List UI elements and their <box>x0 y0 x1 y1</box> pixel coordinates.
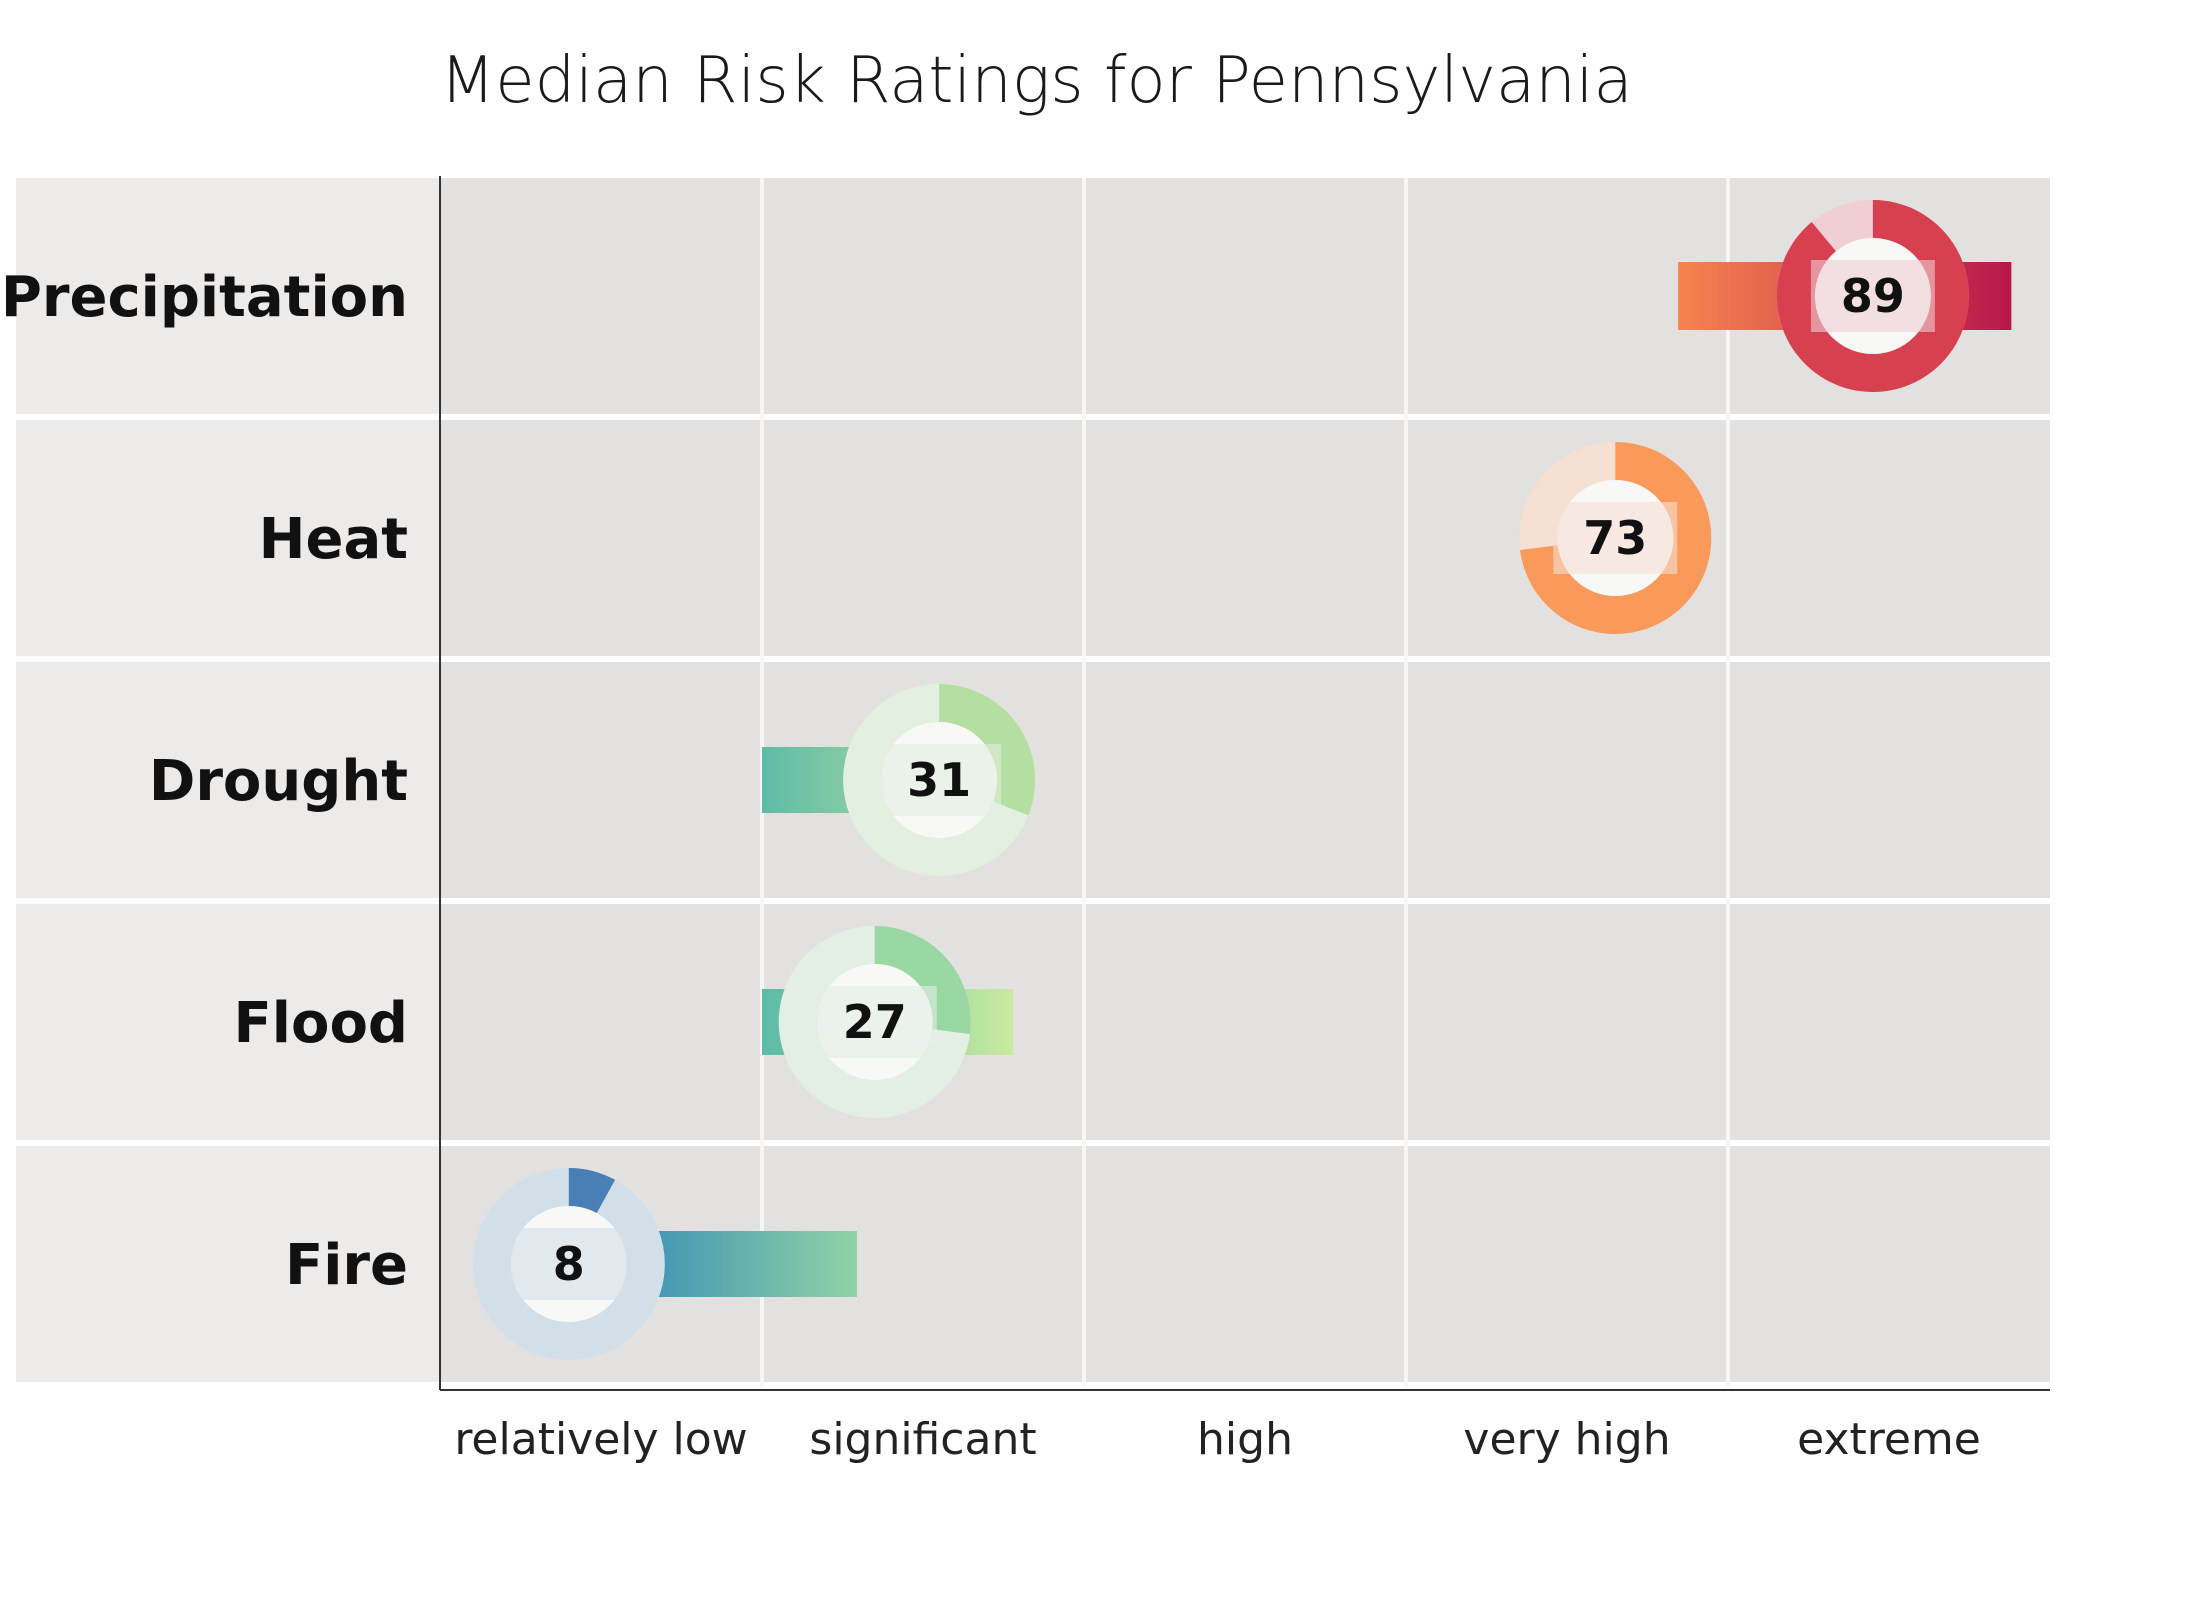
donut-value-arc <box>1776 200 1969 392</box>
value-label-backdrop <box>1810 260 1935 332</box>
x-tick-label: high <box>1197 1414 1293 1465</box>
x-tick-label: very high <box>1463 1414 1670 1465</box>
donut-value-arc <box>874 926 971 1035</box>
row-labels: Precipitation Heat Drought Flood Fire <box>1 265 408 1298</box>
row-label-panel <box>16 662 440 898</box>
row-label: Flood <box>234 991 408 1056</box>
donut-value-arc <box>1520 442 1712 635</box>
value-label-backdrop <box>1553 502 1678 574</box>
row-label: Drought <box>149 749 408 814</box>
axes <box>439 176 2050 1391</box>
x-tick-label: significant <box>809 1414 1036 1465</box>
row-label-panel <box>16 178 440 414</box>
range-bar <box>628 1231 857 1297</box>
value-label: 8 <box>553 1237 585 1291</box>
row-label: Heat <box>259 507 408 572</box>
row-plot-panel <box>440 662 2050 898</box>
row-plot-panel <box>440 904 2050 1140</box>
value-label: 73 <box>1583 511 1647 565</box>
x-tick-label: relatively low <box>454 1414 747 1465</box>
value-label-backdrop <box>812 986 937 1058</box>
value-label: 31 <box>907 753 971 807</box>
row-label-panel <box>16 904 440 1140</box>
value-label-backdrop <box>506 1228 631 1300</box>
row-label: Fire <box>285 1233 408 1298</box>
donut-value-arc <box>568 1168 616 1214</box>
donut-value-arc <box>939 684 1036 816</box>
x-tick-label: extreme <box>1797 1414 1981 1465</box>
chart-marks: 89 73 31 27 8 <box>472 200 2012 1360</box>
row-plot-panel <box>440 420 2050 656</box>
x-tick-labels: relatively low significant high very high ex… <box>454 1414 1981 1465</box>
value-label-backdrop <box>877 744 1002 816</box>
row-label-panel <box>16 1146 440 1382</box>
row-label: Precipitation <box>1 265 408 330</box>
row-label-panel <box>16 420 440 656</box>
value-label: 89 <box>1841 269 1905 323</box>
chart-title: Median Risk Ratings for Pennsylvania <box>440 44 1633 118</box>
value-label: 27 <box>843 995 907 1049</box>
